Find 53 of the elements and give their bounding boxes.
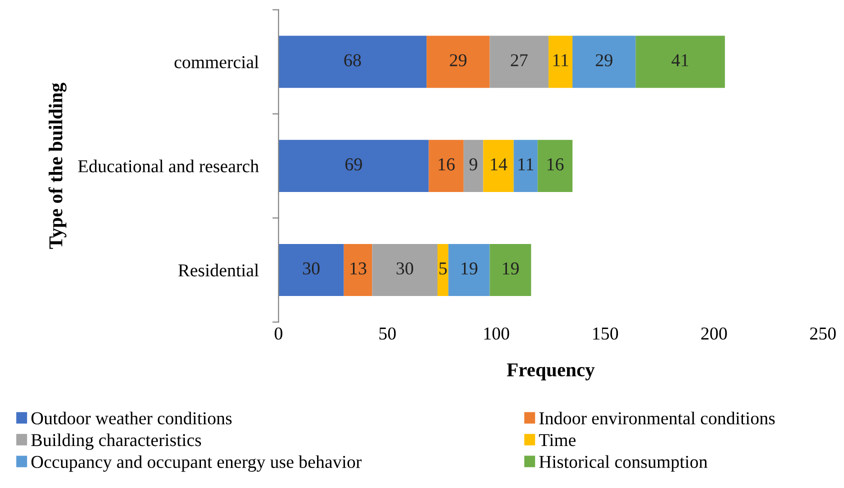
data-label: 19: [502, 262, 519, 275]
bar: [490, 244, 532, 296]
y-tick-label: Residential: [178, 264, 259, 276]
x-tick-label: 50: [379, 327, 396, 340]
bar: [514, 140, 538, 192]
bar: [278, 244, 344, 296]
bar: [490, 36, 549, 88]
legend-label: Time: [539, 434, 576, 446]
x-tick-label: 100: [484, 327, 510, 340]
legend-label: Outdoor weather conditions: [31, 412, 232, 424]
data-label: 41: [672, 54, 688, 66]
bar: [344, 244, 372, 296]
data-label: 14: [491, 158, 508, 170]
data-label: 19: [462, 262, 478, 275]
bar: [428, 140, 464, 192]
bar: [278, 140, 429, 192]
bar: [464, 140, 484, 192]
x-axis-title: Frequency: [506, 363, 595, 380]
x-tick-label: 250: [810, 327, 836, 340]
legend-label: Occupancy and occupant energy use behavior: [31, 455, 362, 472]
bar: [636, 36, 725, 88]
bar: [278, 36, 427, 88]
x-tick-label: 150: [593, 327, 618, 340]
bar: [572, 36, 636, 88]
y-axis-title: Type of the building: [48, 82, 66, 249]
data-label: 11: [518, 158, 534, 170]
data-label: 69: [345, 158, 362, 170]
data-label: 29: [450, 54, 466, 66]
bar: [448, 244, 490, 296]
data-label: 27: [510, 54, 528, 66]
bar: [372, 244, 438, 296]
bar: [538, 140, 572, 192]
bar: [548, 36, 572, 88]
data-label: 30: [396, 262, 414, 275]
y-tick-label: Educational and research: [78, 160, 259, 172]
legend-label: Historical consumption: [539, 455, 708, 472]
data-label: 16: [548, 158, 564, 170]
data-label: 9: [469, 158, 478, 170]
x-tick-label: 200: [701, 327, 727, 340]
data-label: 30: [303, 262, 320, 275]
legend-label: Building characteristics: [31, 433, 202, 450]
bar: [483, 140, 514, 192]
data-label: 16: [438, 158, 455, 170]
data-label: 5: [439, 262, 447, 275]
y-tick-label: commercial: [174, 56, 259, 68]
bar: [437, 244, 448, 296]
data-label: 29: [596, 54, 612, 66]
bar: [426, 36, 490, 88]
data-label: 68: [344, 54, 361, 66]
data-label: 13: [350, 262, 366, 275]
legend-label: Indoor environmental conditions: [539, 412, 775, 424]
data-label: 11: [553, 54, 568, 66]
x-tick-label: 0: [274, 327, 282, 340]
